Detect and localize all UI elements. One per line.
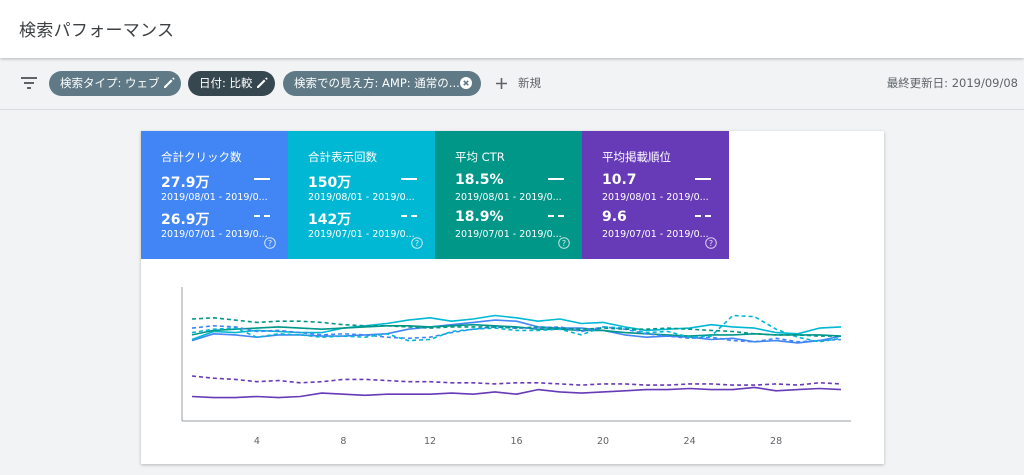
performance-card: 合計クリック数 27.9万 2019/08/01 - 2019/0... 26.… bbox=[141, 131, 884, 464]
average-ctr-tile[interactable]: 平均 CTR 18.5% 2019/08/01 - 2019/0... 18.9… bbox=[435, 131, 582, 259]
x-tick-label: 8 bbox=[340, 436, 346, 447]
x-tick-label: 24 bbox=[684, 436, 696, 447]
svg-text:?: ? bbox=[415, 239, 419, 248]
pencil-icon bbox=[257, 77, 268, 88]
add-filter-label: 新規 bbox=[518, 76, 541, 90]
plus-icon bbox=[496, 78, 507, 89]
series-line-impressions-previous bbox=[191, 314, 842, 343]
metric-label: 合計表示回数 bbox=[308, 150, 377, 164]
series-line-position-current bbox=[191, 386, 842, 399]
metric-value-previous: 18.9% bbox=[455, 209, 504, 225]
total-impressions-tile[interactable]: 合計表示回数 150万 2019/08/01 - 2019/0... 142万 … bbox=[288, 131, 435, 259]
filter-icon[interactable] bbox=[21, 76, 37, 90]
average-position-tile[interactable]: 平均掲載順位 10.7 2019/08/01 - 2019/0... 9.6 2… bbox=[582, 131, 729, 259]
solid-line-legend-icon bbox=[548, 178, 564, 180]
metric-label: 合計クリック数 bbox=[161, 150, 242, 164]
metric-range-current: 2019/08/01 - 2019/0... bbox=[161, 192, 268, 203]
metric-value-current: 10.7 bbox=[602, 172, 637, 188]
search-appearance-chip[interactable]: 検索での見え方: AMP: 通常の... bbox=[283, 71, 481, 96]
svg-text:?: ? bbox=[562, 239, 566, 248]
help-icon[interactable]: ? bbox=[705, 237, 717, 249]
series-line-clicks-previous bbox=[191, 324, 842, 343]
last-updated: 最終更新日: 2019/09/08 bbox=[886, 76, 1018, 90]
metric-value-current: 27.9万 bbox=[161, 175, 210, 191]
date-chip-label: 日付: 比較 bbox=[199, 76, 253, 90]
search-appearance-chip-label: 検索での見え方: AMP: 通常の... bbox=[294, 76, 460, 90]
x-tick-label: 12 bbox=[424, 436, 436, 447]
metric-value-previous: 26.9万 bbox=[161, 212, 210, 228]
metric-range-current: 2019/08/01 - 2019/0... bbox=[308, 192, 415, 203]
help-icon[interactable]: ? bbox=[411, 237, 423, 249]
page-title: 検索パフォーマンス bbox=[19, 21, 175, 41]
x-tick-label: 28 bbox=[770, 436, 782, 447]
solid-line-legend-icon bbox=[695, 178, 711, 180]
dashed-line-legend-icon bbox=[254, 215, 270, 217]
metric-range-previous: 2019/07/01 - 2019/0... bbox=[602, 229, 709, 240]
add-filter-button[interactable]: 新規 bbox=[495, 71, 541, 96]
total-clicks-tile[interactable]: 合計クリック数 27.9万 2019/08/01 - 2019/0... 26.… bbox=[141, 131, 288, 259]
x-tick-label: 16 bbox=[510, 436, 522, 447]
x-tick-label: 4 bbox=[254, 436, 260, 447]
metric-range-previous: 2019/07/01 - 2019/0... bbox=[308, 229, 415, 240]
x-tick-label: 20 bbox=[597, 436, 609, 447]
metric-value-previous: 9.6 bbox=[602, 209, 627, 225]
help-icon[interactable]: ? bbox=[264, 237, 276, 249]
date-chip[interactable]: 日付: 比較 bbox=[188, 71, 275, 96]
search-type-chip-label: 検索タイプ: ウェブ bbox=[60, 76, 160, 90]
dashed-line-legend-icon bbox=[401, 215, 417, 217]
series-line-clicks-current bbox=[191, 319, 842, 344]
help-icon[interactable]: ? bbox=[558, 237, 570, 249]
filter-toolbar: 検索タイプ: ウェブ 日付: 比較 検索での見え方: AMP: 通常の... 新… bbox=[0, 58, 1024, 110]
close-circle-icon[interactable] bbox=[460, 77, 472, 89]
metric-range-current: 2019/08/01 - 2019/0... bbox=[455, 192, 562, 203]
metric-value-previous: 142万 bbox=[308, 212, 352, 228]
pencil-icon bbox=[164, 77, 175, 88]
series-line-ctr-current bbox=[191, 323, 842, 337]
metric-range-previous: 2019/07/01 - 2019/0... bbox=[455, 229, 562, 240]
series-line-position-previous bbox=[191, 375, 842, 386]
metric-range-previous: 2019/07/01 - 2019/0... bbox=[161, 229, 268, 240]
dashed-line-legend-icon bbox=[695, 215, 711, 217]
metric-value-current: 150万 bbox=[308, 175, 352, 191]
svg-text:?: ? bbox=[268, 239, 272, 248]
solid-line-legend-icon bbox=[401, 178, 417, 180]
metric-range-current: 2019/08/01 - 2019/0... bbox=[602, 192, 709, 203]
header: 検索パフォーマンス bbox=[0, 0, 1024, 58]
dashed-line-legend-icon bbox=[548, 215, 564, 217]
performance-chart: 4 8 12 16 20 24 28 bbox=[181, 287, 851, 447]
series-line-ctr-previous bbox=[191, 316, 841, 337]
search-type-chip[interactable]: 検索タイプ: ウェブ bbox=[49, 71, 181, 96]
metric-label: 平均 CTR bbox=[455, 150, 505, 164]
solid-line-legend-icon bbox=[254, 178, 270, 180]
svg-text:?: ? bbox=[709, 239, 713, 248]
metric-value-current: 18.5% bbox=[455, 172, 504, 188]
metric-label: 平均掲載順位 bbox=[602, 150, 671, 164]
